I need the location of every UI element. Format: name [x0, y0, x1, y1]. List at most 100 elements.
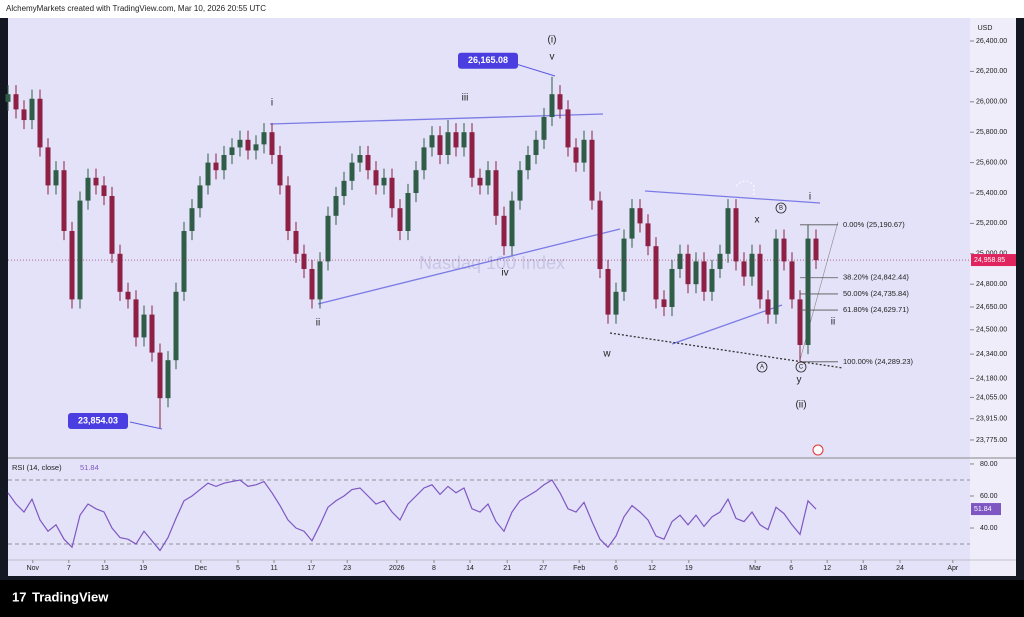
candle-body — [213, 162, 219, 171]
y-tick-label: 24,800.00 — [976, 281, 1007, 288]
y-tick-label: 24,180.00 — [976, 375, 1007, 382]
candle-body — [197, 185, 203, 209]
candle-body — [581, 139, 587, 163]
fib-label: 0.00% (25,190.67) — [843, 220, 905, 229]
x-tick-label: 19 — [685, 565, 693, 572]
candle-body — [269, 132, 275, 155]
candle-body — [45, 147, 51, 186]
y-tick-label: 40.00 — [980, 525, 998, 532]
candle-body — [205, 162, 211, 186]
candle-body — [685, 253, 691, 285]
fib-label: 50.00% (24,735.84) — [843, 289, 909, 298]
wave-label: A — [760, 365, 764, 371]
wave-label: B — [779, 206, 783, 212]
candle-body — [717, 253, 723, 269]
candle-body — [77, 200, 83, 300]
candle-body — [277, 154, 283, 186]
candle-body — [253, 144, 259, 151]
candle-body — [565, 109, 571, 148]
y-tick-label: 24,340.00 — [976, 351, 1007, 358]
y-tick-label: 26,000.00 — [976, 99, 1007, 106]
candle-body — [421, 147, 427, 171]
rsi-title: RSI (14, close) — [12, 463, 62, 472]
x-tick-label: 12 — [823, 565, 831, 572]
candle-body — [341, 180, 347, 197]
currency: USD — [978, 25, 993, 32]
x-tick-label: 13 — [101, 565, 109, 572]
wave-label: iii — [462, 93, 469, 104]
wave-circle — [795, 361, 807, 373]
candle-body — [749, 253, 755, 277]
candle-body — [637, 208, 643, 224]
candle-body — [733, 208, 739, 262]
footer-bar — [0, 580, 1024, 617]
candle-body — [677, 253, 683, 269]
candle-body — [93, 177, 99, 186]
candle-body — [805, 238, 811, 345]
candle-body — [525, 154, 531, 171]
x-tick-label: 27 — [539, 565, 547, 572]
header: AlchemyMarkets created with TradingView.… — [6, 4, 266, 13]
candle-body — [157, 352, 163, 399]
candle-body — [405, 192, 411, 231]
plot-area — [8, 18, 970, 576]
candle-body — [181, 230, 187, 292]
x-tick-label: 2026 — [389, 565, 405, 572]
wave-label: ii — [316, 318, 320, 329]
x-tick-label: 23 — [343, 565, 351, 572]
candle-body — [629, 208, 635, 239]
candle-body — [549, 94, 555, 118]
candle-body — [149, 314, 155, 353]
y-tick-label: 25,600.00 — [976, 159, 1007, 166]
x-tick-label: 18 — [859, 565, 867, 572]
candle-body — [557, 94, 563, 110]
wave-label: (i) — [548, 35, 557, 46]
fib-label: 38.20% (24,842.44) — [843, 273, 909, 282]
y-tick-label: 25,800.00 — [976, 129, 1007, 136]
x-tick-label: 12 — [648, 565, 656, 572]
candle-body — [453, 132, 459, 148]
trendline — [671, 304, 783, 345]
wave-circle — [756, 361, 768, 373]
wave-circle — [775, 202, 787, 214]
candle-body — [141, 314, 147, 338]
price-axis — [970, 18, 1016, 576]
y-tick-label: 24,650.00 — [976, 304, 1007, 311]
candle-body — [301, 253, 307, 269]
fib-label: 61.80% (24,629.71) — [843, 305, 909, 314]
candles — [5, 76, 819, 428]
candle-body — [165, 360, 171, 399]
trendline — [269, 113, 604, 125]
x-tick-label: 17 — [307, 565, 315, 572]
candle-body — [517, 170, 523, 201]
candle-body — [325, 215, 331, 262]
y-tick-label: 25,200.00 — [976, 220, 1007, 227]
candle-body — [789, 261, 795, 300]
candle-body — [117, 253, 123, 292]
candle-body — [389, 177, 395, 209]
x-tick-label: 11 — [270, 565, 277, 572]
candle-body — [229, 147, 235, 155]
candle-body — [437, 135, 443, 155]
wave-label: iv — [501, 268, 508, 279]
icon — [812, 444, 824, 456]
x-tick-label: 21 — [503, 565, 511, 572]
candle-body — [69, 230, 75, 300]
x-tick-label: Nov — [27, 565, 40, 572]
y-tick-label: 24,055.00 — [976, 394, 1007, 401]
y-tick-label: 25,400.00 — [976, 190, 1007, 197]
wave-label: (ii) — [795, 400, 806, 411]
wave-label: y — [797, 375, 802, 386]
candle-body — [109, 196, 115, 254]
candle-body — [693, 261, 699, 285]
callout-pointer — [515, 63, 556, 77]
candle-body — [53, 170, 59, 186]
wave-label: w — [602, 349, 611, 360]
x-tick-label: Dec — [195, 565, 208, 572]
candle-body — [701, 261, 707, 292]
footer: TradingView — [32, 589, 109, 604]
candle-body — [461, 132, 467, 148]
candle-body — [133, 299, 139, 338]
candle-body — [349, 162, 355, 181]
footer-logo: 17 — [12, 589, 26, 604]
